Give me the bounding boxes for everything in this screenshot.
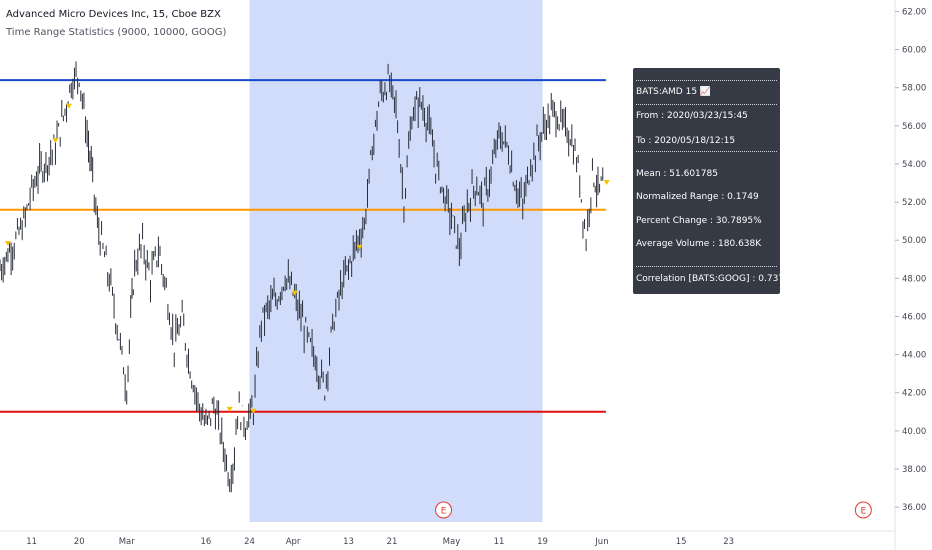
y-tick-label: 52.00 [902,198,926,208]
y-tick-label: 40.00 [902,427,926,437]
stats-correlation: Correlation [BATS:GOOG] : 0.7372 [636,274,790,284]
stats-mean: Mean : 51.601785 [636,169,718,179]
signal-marker [65,103,72,109]
x-tick-label: 13 [343,537,354,547]
stats-percent-change: Percent Change : 30.7895% [636,216,762,226]
stats-average-volume: Average Volume : 180.638K [636,239,762,249]
separator [636,104,777,105]
y-tick-label: 50.00 [902,236,926,246]
separator [636,151,777,152]
y-tick-label: 46.00 [902,312,926,322]
signal-marker [356,244,363,250]
signal-marker [52,138,59,144]
x-tick-label: 11 [26,537,37,547]
earnings-marker[interactable] [435,501,453,519]
earnings-marker-label: E [441,507,447,517]
y-tick-label: 58.00 [902,84,926,94]
indicator-legend[interactable]: Time Range Statistics (9000, 10000, GOOG… [6,27,227,38]
stats-from: From : 2020/03/23/15:45 [636,111,748,121]
earnings-marker[interactable] [854,501,872,519]
stats-normalized-range: Normalized Range : 0.1749 [636,192,759,202]
x-tick-label: 24 [244,537,255,547]
y-tick-label: 62.00 [902,7,926,17]
y-tick-label: 48.00 [902,274,926,284]
signal-marker [291,290,298,296]
y-tick-label: 44.00 [902,351,926,361]
x-tick-label: May [443,537,461,547]
x-tick-label: Jun [594,537,608,547]
signal-marker [603,180,610,186]
y-tick-label: 38.00 [902,465,926,475]
y-tick-label: 36.00 [902,503,926,513]
x-tick-label: Apr [286,537,301,547]
signal-marker [250,408,257,414]
y-tick-label: 60.00 [902,46,926,56]
x-tick-label: 16 [201,537,212,547]
x-tick-label: 19 [537,537,548,547]
x-tick-label: Mar [119,537,136,547]
y-tick-label: 56.00 [902,122,926,132]
separator [636,80,777,81]
stats-symbol: BATS:AMD 15 📈 [636,87,712,97]
signal-marker [226,406,233,412]
time-range-highlight [249,0,543,522]
separator [636,266,777,267]
chart-title: Advanced Micro Devices Inc, 15, Cboe BZX [6,9,221,20]
signal-marker [4,241,11,247]
earnings-marker-label: E [860,507,866,517]
y-tick-label: 54.00 [902,160,926,170]
x-tick-label: 20 [74,537,85,547]
x-tick-label: 23 [723,537,734,547]
x-tick-label: 21 [387,537,398,547]
x-tick-label: 11 [494,537,505,547]
y-tick-label: 42.00 [902,389,926,399]
stats-to: To : 2020/05/18/12:15 [636,136,736,146]
x-tick-label: 15 [676,537,687,547]
stats-panel: BATS:AMD 15 📈 From : 2020/03/23/15:45 To… [633,68,790,294]
